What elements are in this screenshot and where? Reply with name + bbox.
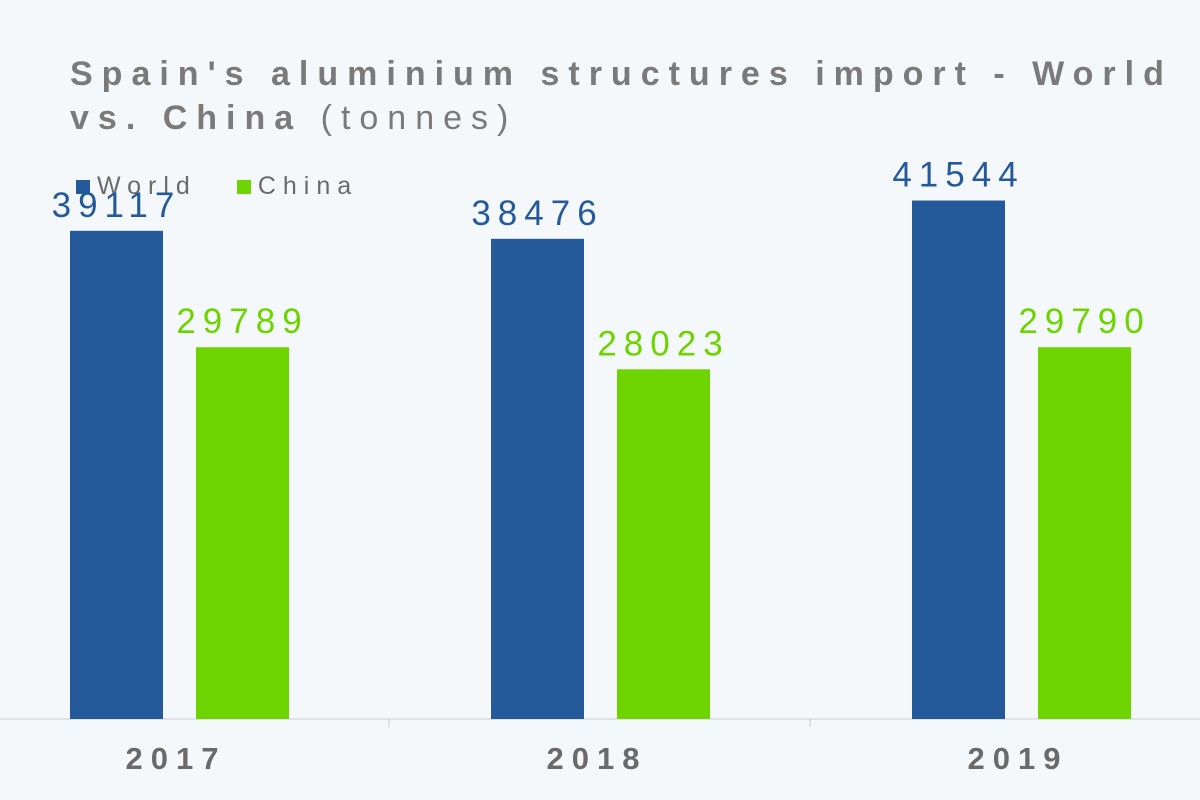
legend-label-china: China: [257, 172, 359, 200]
data-label-china-2017: 29789: [176, 302, 308, 341]
bar-china-2017: [196, 347, 289, 719]
chart-title-main: Spain's aluminium structures import - Wo…: [70, 55, 1173, 137]
legend-label-world: World: [97, 172, 197, 200]
x-tick-label-2019: 2019: [968, 741, 1069, 776]
data-label-china-2018: 28023: [597, 324, 729, 363]
legend-item-china: China: [236, 172, 359, 201]
chart-title: Spain's aluminium structures import - Wo…: [70, 52, 1180, 140]
chart-legend: World China: [76, 172, 398, 201]
legend-swatch-china: [236, 179, 251, 194]
bar-world-2018: [491, 238, 584, 719]
chart-title-unit: (tonnes): [320, 99, 518, 137]
data-label-china-2019: 29790: [1018, 302, 1150, 341]
bar-china-2018: [617, 369, 710, 719]
x-tick-label-2017: 2017: [126, 741, 227, 776]
bar-china-2019: [1038, 347, 1131, 719]
bar-world-2017: [70, 230, 163, 720]
x-tick-label-2018: 2018: [547, 741, 648, 776]
bar-world-2019: [912, 200, 1005, 719]
legend-swatch-world: [76, 179, 90, 194]
data-label-world-2018: 38476: [471, 194, 603, 233]
data-label-world-2019: 41544: [892, 156, 1024, 195]
legend-item-world: World: [76, 172, 197, 201]
data-label-world-2017: 39117: [52, 186, 182, 225]
